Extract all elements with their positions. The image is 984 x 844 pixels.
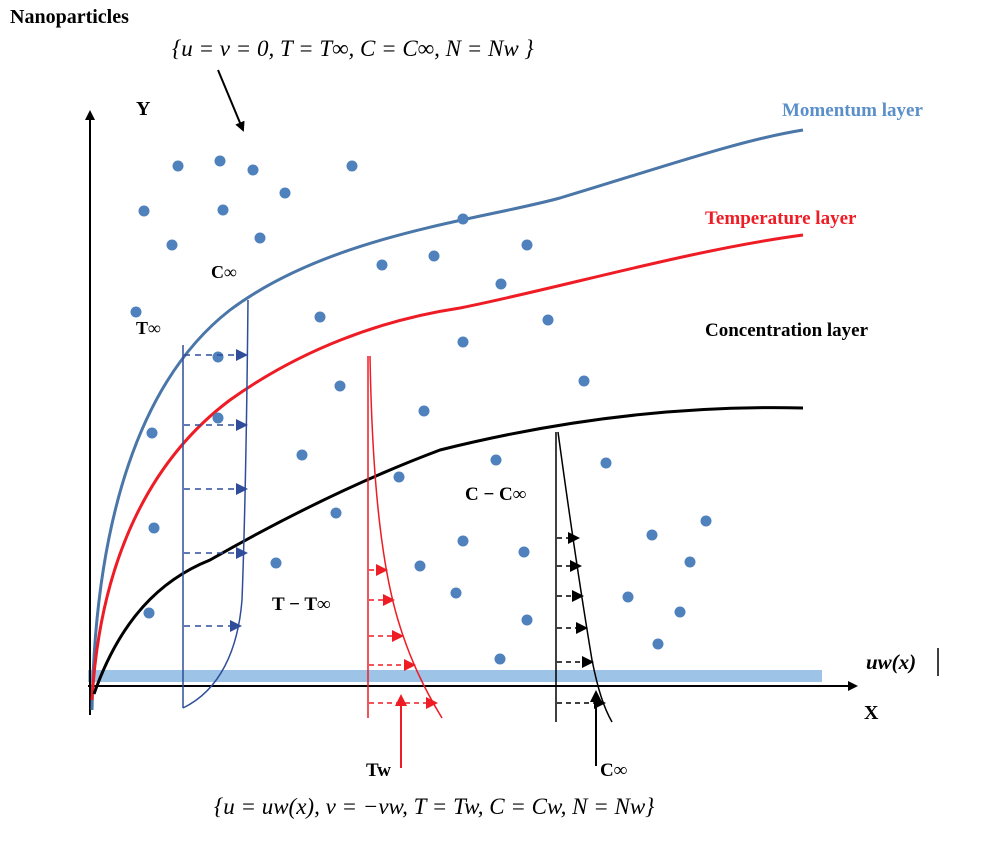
nanoparticle-dot [143,607,155,619]
nanoparticle-dot [172,160,184,172]
momentum-layer-curve [90,128,804,711]
concentration-layer-curve [92,406,804,695]
nanoparticle-dot [646,529,658,541]
wall-velocity-label: uw(x) [866,650,917,674]
nanoparticle-dot [270,557,282,569]
t-wall-label: Tw [366,760,391,781]
t-infinity-label: T∞ [136,318,161,338]
nanoparticle-dot [622,591,634,603]
bottom-boundary-condition: {u = uw(x), v = −vw, T = Tw, C = Cw, N =… [214,794,655,819]
velocity-profile [182,299,249,709]
c-infinity-bottom-label: C∞ [600,760,628,781]
concentration-profile [555,431,613,766]
nanoparticle-dot [518,546,530,558]
nanoparticle-dot [296,449,308,461]
nanoparticle-dot [652,638,664,650]
nanoparticle-dot [490,454,502,466]
temperature-layer-label: Temperature layer [705,208,857,229]
nanoparticles-pointer-arrow [217,69,245,132]
temperature-layer-curve [90,233,804,701]
nanoparticle-dot [279,187,291,199]
velocity-profile-curve [182,299,249,709]
nanoparticle-dot [521,614,533,626]
nanoparticle-dot [457,535,469,547]
nanoparticle-dot [217,204,229,216]
nanoparticle-dot [428,250,440,262]
nanoparticle-dot [521,239,533,251]
nanoparticle-dot [414,560,426,572]
t-minus-tinf-label: T − T∞ [272,594,331,615]
nanoparticle-dot [334,380,346,392]
nanoparticle-dot [212,351,224,363]
temperature-profile [367,355,443,768]
nanoparticle-dot [330,507,342,519]
nanoparticle-dot [314,311,326,323]
nanoparticle-dot [457,336,469,348]
nanoparticle-dot [148,522,160,534]
nanoparticle-dot [247,164,259,176]
nanoparticle-dot [212,412,224,424]
c-minus-cinf-label: C − C∞ [465,484,527,505]
nanoparticle-dot [684,556,696,568]
nanoparticle-dot [138,205,150,217]
x-axis-label: X [864,702,879,724]
nanoparticle-dot [450,587,462,599]
top-boundary-condition: {u = v = 0, T = T∞, C = C∞, N = Nw } [172,36,534,61]
nanoparticle-dot [700,515,712,527]
nanoparticle-dot [457,213,469,225]
nanoparticle-dot [542,314,554,326]
nanoparticle-dot [146,427,158,439]
diagram-title: Nanoparticles [10,6,129,28]
nanoparticle-dot [166,239,178,251]
nanoparticle-dot [130,306,142,318]
wall-plate [88,670,822,682]
nanoparticle-dot [393,471,405,483]
nanoparticle-dot [494,653,506,665]
momentum-layer-label: Momentum layer [782,100,923,121]
nanoparticle-dot [376,259,388,271]
nanoparticle-dot [418,405,430,417]
nanoparticle-dot [674,606,686,618]
temperature-profile-curve [369,355,443,719]
nanoparticle-dot [346,160,358,172]
nanoparticle-dot [214,155,226,167]
nanoparticle-cloud [130,155,712,665]
concentration-layer-label: Concentration layer [705,320,869,341]
c-infinity-top-label: C∞ [211,262,237,282]
nanoparticle-dot [495,278,507,290]
nanoparticle-dot [578,375,590,387]
nanoparticle-dot [254,232,266,244]
nanoparticle-dot [600,457,612,469]
y-axis-label: Y [136,98,151,120]
